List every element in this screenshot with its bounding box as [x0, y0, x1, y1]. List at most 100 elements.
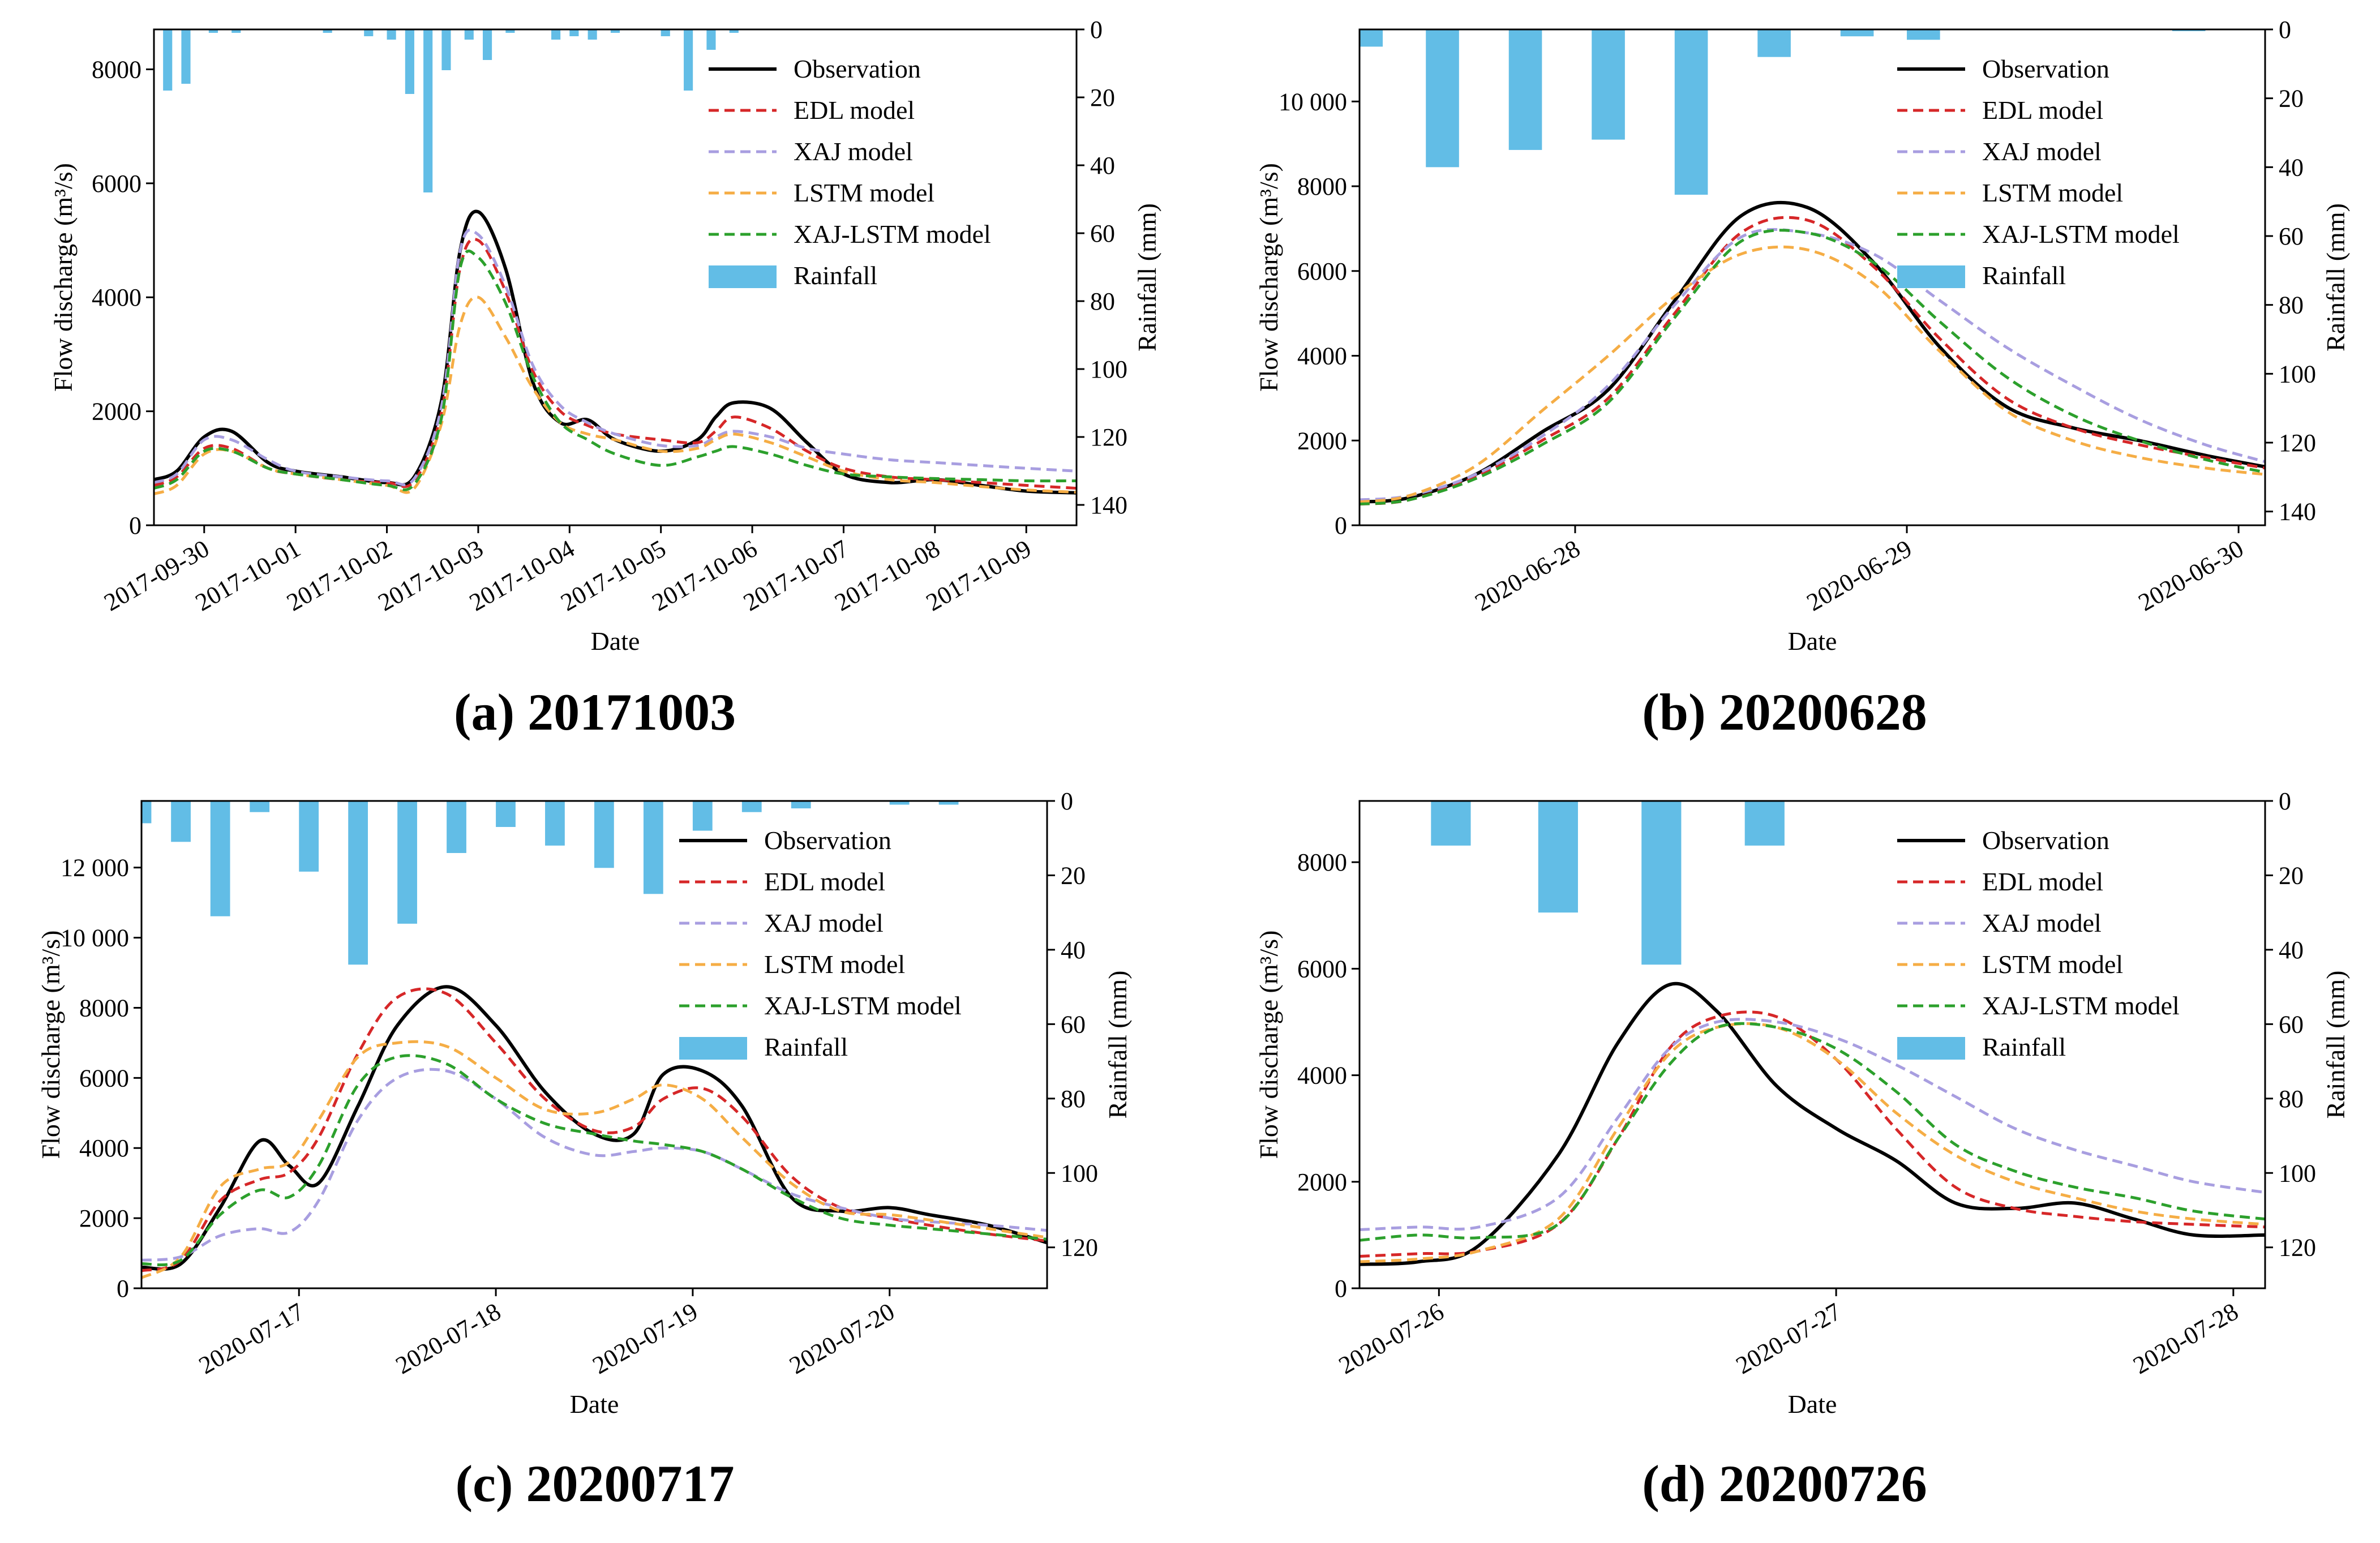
x-axis-label: Date	[1788, 1390, 1837, 1418]
caption-c: (c) 20200717	[455, 1455, 735, 1512]
x-tick-label: 2017-10-05	[556, 534, 670, 616]
rainfall-bar	[323, 29, 332, 33]
x-tick-label: 2017-10-07	[739, 534, 853, 616]
legend-swatch-rainfall	[1897, 1037, 1965, 1060]
panel-d: 0 2000 4000 6000 8000 0 20 40 60 80 100 120 2020-07-…	[1190, 772, 2379, 1543]
legend-label: Rainfall	[764, 1032, 848, 1061]
legend-swatch-rainfall	[679, 1037, 747, 1060]
y2-tick-label: 0	[1061, 787, 1073, 815]
y-axis-label: Flow discharge (m³/s)	[1254, 931, 1283, 1159]
legend-swatch-rainfall	[1897, 265, 1965, 288]
y2-tick-label: 40	[1061, 936, 1086, 964]
x-tick-label: 2020-07-18	[391, 1297, 505, 1379]
legend-label: XAJ model	[794, 137, 913, 166]
rainfall-bar	[729, 29, 739, 33]
x-tick-label: 2017-10-06	[647, 534, 762, 616]
plot-area	[1360, 29, 2265, 506]
chart-a: 0 2000 4000 6000 8000 0 20 40 60 80 100 120 140 2017-…	[49, 16, 1161, 655]
y-tick-label: 0	[117, 1275, 129, 1302]
axes-frame	[153, 28, 1078, 526]
plot-area	[154, 29, 1077, 495]
legend-label: EDL model	[764, 867, 885, 896]
panel-a: 0 2000 4000 6000 8000 0 20 40 60 80 100 120 140 2017-…	[0, 0, 1190, 772]
x-tick-label: 2020-07-28	[2129, 1297, 2243, 1379]
rainfall-bar	[181, 29, 191, 84]
y2-tick-label: 80	[2279, 1085, 2304, 1113]
rainfall-bar	[496, 801, 516, 828]
caption-a: (a) 20171003	[453, 683, 736, 741]
y2-tick-label: 0	[1090, 16, 1103, 44]
y-tick-label: 8000	[92, 55, 141, 83]
y-tick-label: 12 000	[61, 854, 129, 882]
series-line-observation	[1360, 200, 2265, 504]
axes-frame	[1358, 28, 2266, 526]
y-tick-label: 8000	[1297, 848, 1347, 876]
y2-tick-label: 40	[2279, 153, 2304, 181]
series-line-lstm-model	[141, 1040, 1047, 1279]
rainfall-bar	[464, 29, 474, 40]
y2-tick-label: 100	[1061, 1159, 1098, 1187]
y-tick-label: 0	[1335, 512, 1347, 539]
y2-tick-label: 60	[1090, 220, 1115, 247]
plot-area	[1360, 801, 2265, 1266]
caption-b: (b) 20200628	[1642, 683, 1927, 741]
y-tick-label: 8000	[1297, 173, 1347, 200]
rainfall-bar	[706, 29, 716, 50]
legend-label: LSTM model	[764, 950, 905, 979]
y2-axis-label: Rainfall (mm)	[2321, 203, 2350, 352]
y2-tick-label: 140	[2279, 498, 2316, 526]
rainfall-bar	[1508, 29, 1542, 150]
rainfall-bar	[250, 801, 270, 812]
y2-tick-label: 20	[1090, 84, 1115, 112]
legend-label: Observation	[1982, 826, 2109, 855]
x-axis-label: Date	[1788, 627, 1837, 655]
y2-tick-label: 120	[1061, 1234, 1098, 1262]
legend-label: XAJ model	[1982, 137, 2102, 166]
rainfall-bar	[594, 801, 614, 868]
y2-tick-label: 100	[2279, 1159, 2316, 1187]
y-axis-label: Flow discharge (m³/s)	[49, 163, 78, 392]
rainfall-bar	[387, 29, 396, 40]
rainfall-bar	[1360, 29, 1383, 47]
panel-b: 0 2000 4000 6000 8000 10 000 0 20 40 60 80 100 120 14…	[1190, 0, 2379, 772]
y2-tick-label: 20	[2279, 85, 2304, 113]
series-line-observation	[1360, 981, 2265, 1266]
legend-label: XAJ-LSTM model	[1982, 991, 2180, 1020]
series-line-xaj-model	[154, 228, 1077, 486]
rainfall-bar	[1426, 29, 1459, 168]
rainfall-bar	[791, 801, 811, 809]
series-line-lstm-model	[1360, 1022, 2265, 1263]
legend-label: Observation	[1982, 54, 2109, 83]
rainfall-bar	[643, 801, 663, 894]
rainfall-bar	[1840, 29, 1874, 37]
y2-axis-label: Rainfall (mm)	[1103, 971, 1132, 1119]
series-line-lstm-model	[1360, 245, 2265, 504]
y-tick-label: 10 000	[1279, 88, 1347, 115]
x-tick-label: 2020-06-28	[1470, 534, 1585, 616]
y2-tick-label: 60	[2279, 1010, 2304, 1038]
rainfall-bar	[588, 29, 597, 40]
y-tick-label: 4000	[79, 1134, 129, 1162]
y2-tick-label: 0	[2279, 16, 2291, 44]
caption-d: (d) 20200726	[1642, 1455, 1927, 1512]
y-tick-label: 2000	[79, 1205, 129, 1232]
y2-tick-label: 0	[2279, 787, 2291, 815]
rainfall-bar	[551, 29, 561, 40]
series-line-edl-model	[1360, 1010, 2265, 1258]
rainfall-bar	[364, 29, 374, 36]
rainfall-bar	[1592, 29, 1625, 140]
y-tick-label: 4000	[1297, 1062, 1347, 1090]
legend-label: Rainfall	[1982, 261, 2066, 290]
rainfall-bar	[889, 801, 910, 805]
rainfall-bar	[684, 29, 693, 91]
series-line-edl-model	[154, 237, 1077, 490]
axes-frame	[140, 800, 1048, 1289]
rainfall-bar	[1907, 29, 1940, 40]
x-tick-label: 2020-07-19	[588, 1297, 702, 1379]
y2-tick-label: 40	[1090, 152, 1115, 179]
y-axis-label: Flow discharge (m³/s)	[1254, 163, 1283, 392]
chart-d: 0 2000 4000 6000 8000 0 20 40 60 80 100 120 2020-07-…	[1254, 787, 2350, 1418]
x-tick-label: 2020-06-30	[2134, 534, 2248, 616]
y2-tick-label: 120	[2279, 429, 2316, 457]
chart-c: 0 2000 4000 6000 8000 10 000 12 000 0 20 40 60 80 10…	[36, 787, 1132, 1418]
